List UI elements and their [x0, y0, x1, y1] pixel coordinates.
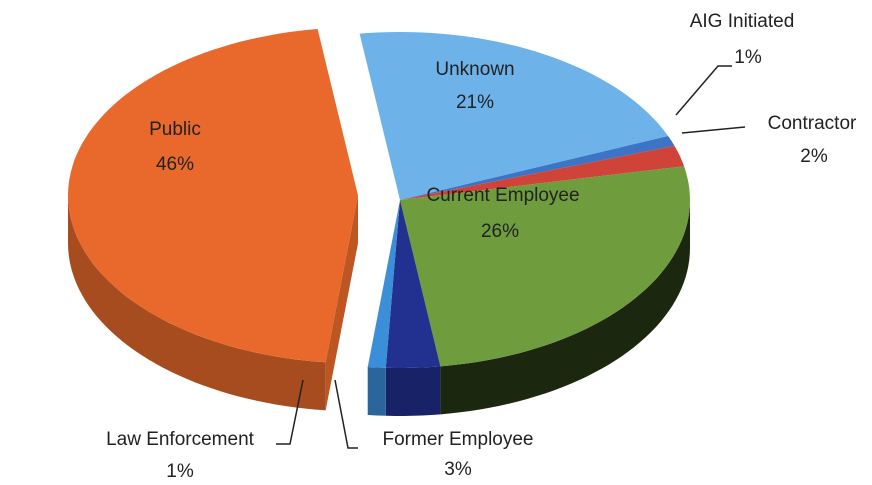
slice-label: Current Employee [426, 185, 579, 206]
pie [68, 29, 690, 416]
slice-side [68, 195, 326, 411]
slice-value-label: 2% [800, 146, 828, 167]
slice-label: Public [149, 119, 201, 140]
slice-label: Contractor [768, 113, 857, 134]
slice-label: AIG Initiated [690, 11, 795, 32]
slice-value-label: 3% [444, 459, 472, 480]
leader-line [334, 379, 358, 449]
slice [400, 145, 685, 200]
slice [400, 136, 675, 200]
slice-value-label: 1% [166, 461, 194, 482]
slice [68, 29, 358, 363]
leader-line [276, 379, 304, 445]
slice [359, 32, 669, 200]
slice [400, 166, 690, 367]
slice [385, 200, 441, 368]
slice-face [325, 195, 359, 411]
slice-side [385, 366, 441, 416]
slice-label: Law Enforcement [106, 429, 255, 450]
leader-line [681, 126, 746, 134]
slice-value-label: 46% [156, 154, 194, 175]
labels: Unknown 21% AIG Initiated 1% Contractor 2% Cur… [106, 11, 857, 482]
slice-side [440, 200, 690, 415]
slice-value-label: 26% [481, 221, 519, 242]
slice-value-label: 21% [456, 92, 494, 113]
slice-label: Unknown [435, 59, 514, 80]
slice-value-label: 1% [734, 47, 762, 68]
slice-side [367, 367, 386, 416]
slice [367, 200, 400, 368]
slice-label: Former Employee [383, 429, 534, 450]
leader-line [675, 65, 732, 116]
